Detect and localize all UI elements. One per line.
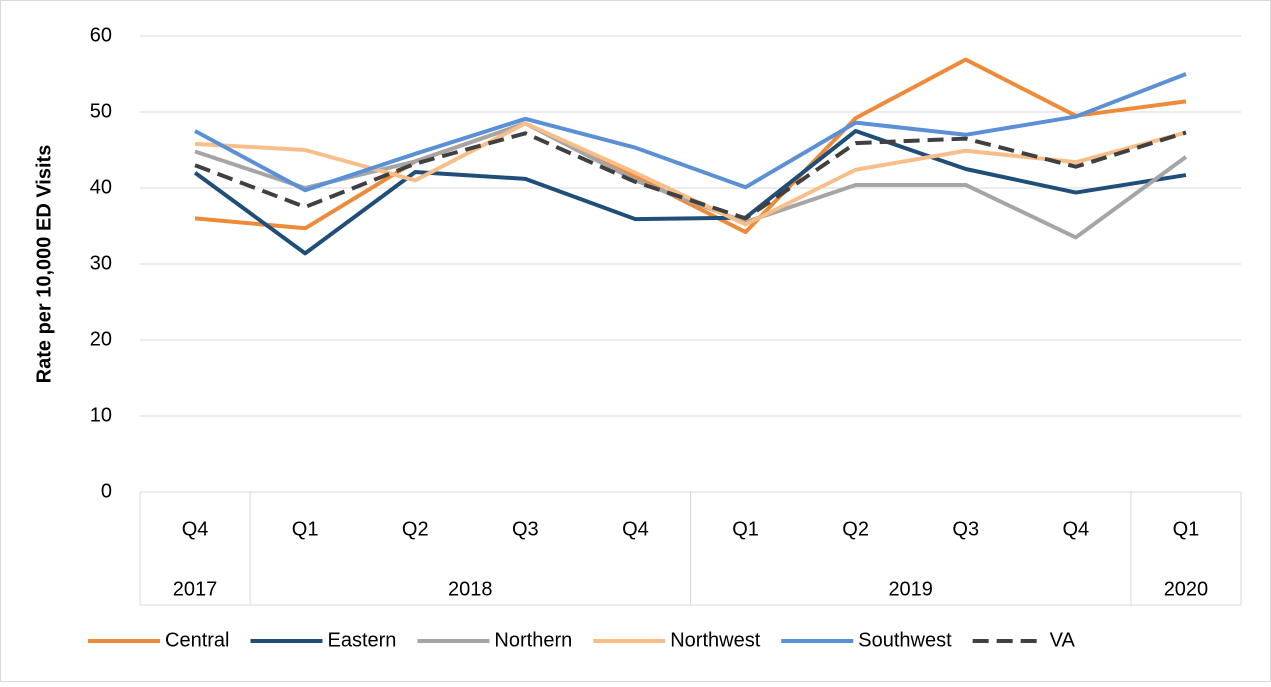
legend-label: Eastern — [327, 629, 396, 651]
series-line — [194, 130, 1187, 221]
y-tick-label: 60 — [90, 24, 112, 46]
series-line — [194, 72, 1187, 193]
legend-label: Southwest — [858, 629, 952, 651]
series-line — [194, 57, 1187, 235]
year-label: 2017 — [173, 578, 218, 600]
year-label: 2019 — [888, 578, 933, 600]
x-tick-label: Q4 — [622, 518, 649, 540]
x-tick-label: Q3 — [952, 518, 979, 540]
x-tick-label: Q1 — [732, 518, 759, 540]
y-tick-label: 30 — [90, 252, 112, 274]
x-tick-label: Q1 — [1173, 518, 1200, 540]
x-tick-label: Q4 — [1063, 518, 1090, 540]
y-tick-label: 10 — [90, 404, 112, 426]
x-tick-label: Q2 — [402, 518, 429, 540]
y-axis-title: Rate per 10,000 ED Visits — [33, 145, 55, 384]
x-tick-label: Q3 — [512, 518, 539, 540]
year-label: 2020 — [1164, 578, 1209, 600]
x-tick-label: Q2 — [842, 518, 869, 540]
y-tick-label: 0 — [101, 480, 112, 502]
legend-label: Central — [165, 629, 229, 651]
legend-label: Northern — [494, 629, 572, 651]
y-tick-label: 50 — [90, 100, 112, 122]
legend-label: VA — [1050, 629, 1076, 651]
year-label: 2018 — [448, 578, 493, 600]
series-line — [193, 129, 1187, 256]
y-tick-label: 40 — [90, 176, 112, 198]
y-tick-label: 20 — [90, 328, 112, 350]
legend-label: Northwest — [670, 629, 760, 651]
x-tick-label: Q1 — [292, 518, 319, 540]
x-tick-label: Q4 — [182, 518, 209, 540]
